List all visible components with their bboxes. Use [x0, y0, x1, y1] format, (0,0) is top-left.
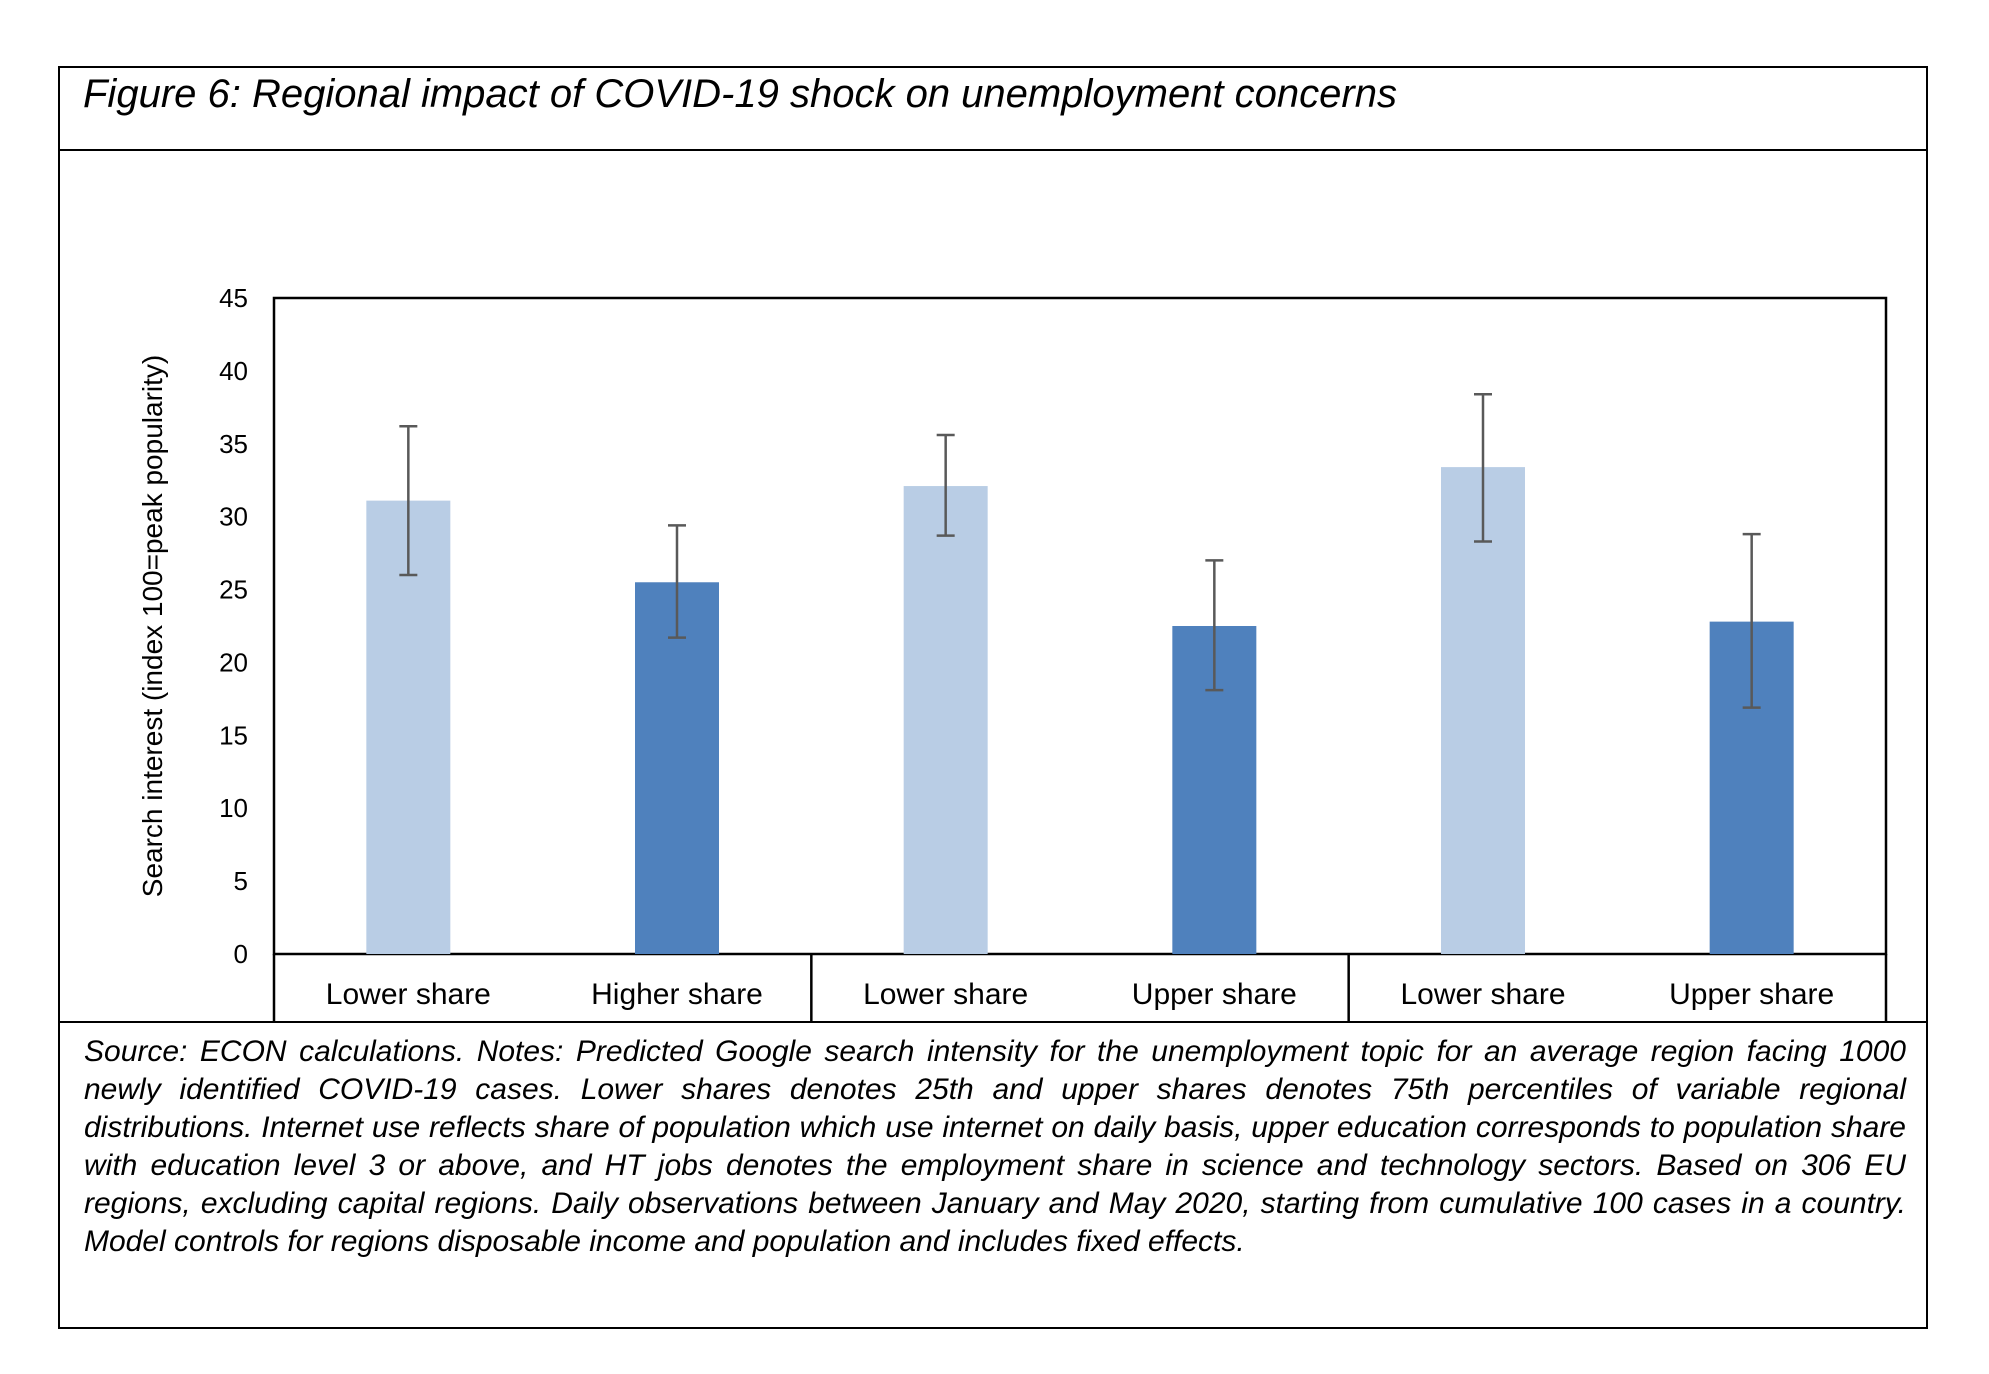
- category-label: Lower share: [863, 978, 1028, 1011]
- category-label: Upper share: [1132, 978, 1297, 1011]
- category-label: Lower share: [326, 978, 491, 1011]
- notes-row: Source: ECON calculations. Notes: Predic…: [60, 1021, 1926, 1329]
- y-tick-label: 25: [219, 575, 248, 605]
- bar: [1441, 467, 1525, 954]
- bar: [635, 582, 719, 954]
- bar-chart: 0 5 10 15 20 25 30 35 40 45 Search interest (index…: [137, 283, 1888, 1021]
- y-tick-label: 35: [219, 429, 248, 459]
- y-tick-label: 0: [234, 939, 248, 969]
- figure-frame: Figure 6: Regional impact of COVID-19 sh…: [58, 66, 1928, 1329]
- y-tick-label: 15: [219, 720, 248, 750]
- category-label: Upper share: [1669, 978, 1834, 1011]
- category-label: Lower share: [1400, 978, 1565, 1011]
- figure-notes: Source: ECON calculations. Notes: Predic…: [84, 1035, 1906, 1258]
- y-tick-label: 30: [219, 502, 248, 532]
- chart-area: 0 5 10 15 20 25 30 35 40 45 Search interest (index…: [60, 151, 1926, 1021]
- figure-title: Figure 6: Regional impact of COVID-19 sh…: [83, 72, 1397, 116]
- y-axis-label: Search interest (index 100=peak populari…: [137, 355, 168, 897]
- title-row: Figure 6: Regional impact of COVID-19 sh…: [60, 68, 1926, 151]
- bar: [903, 486, 988, 954]
- category-label: Higher share: [591, 978, 763, 1011]
- y-tick-label: 45: [219, 283, 248, 313]
- y-tick-label: 40: [219, 356, 248, 386]
- y-tick-label: 10: [219, 793, 248, 823]
- plot-area-frame: [272, 296, 1888, 956]
- y-tick-label: 20: [219, 647, 248, 677]
- y-tick-label: 5: [234, 866, 248, 896]
